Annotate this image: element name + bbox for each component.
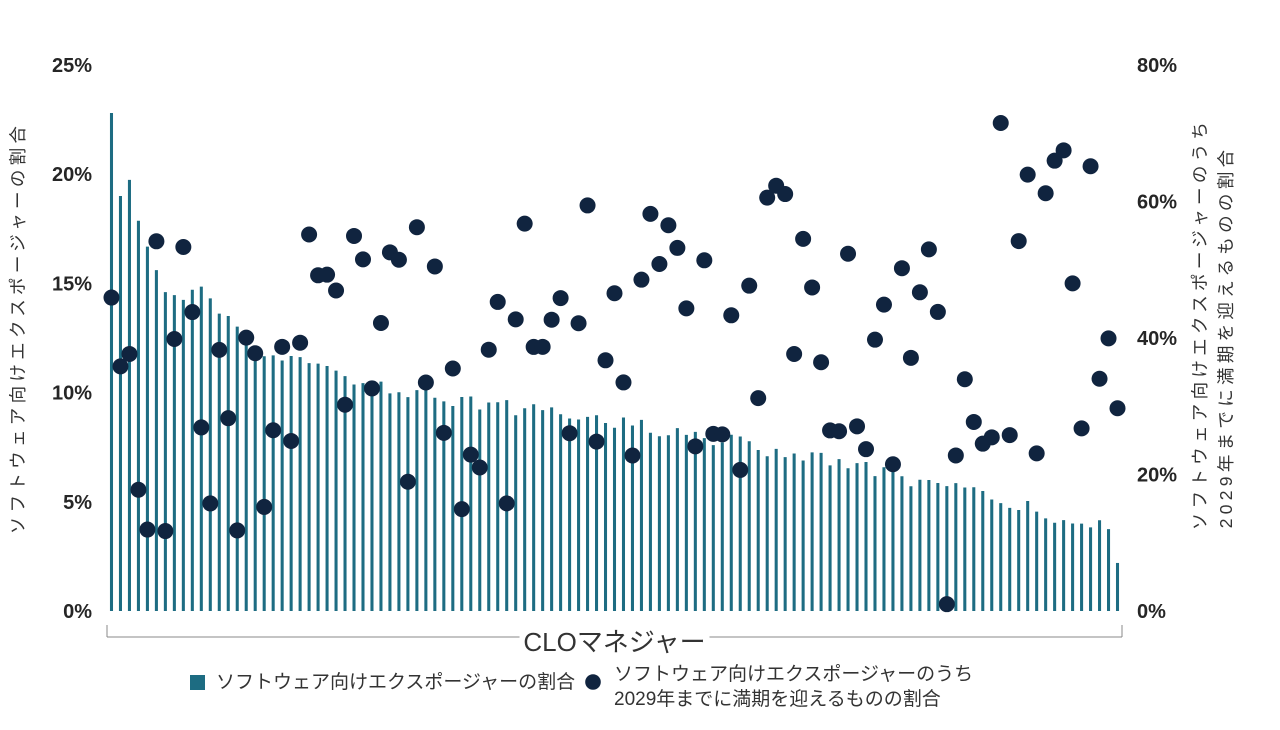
svg-text:10%: 10% bbox=[52, 383, 92, 405]
svg-text:20%: 20% bbox=[1137, 465, 1177, 487]
svg-text:5%: 5% bbox=[63, 492, 92, 514]
svg-text:25%: 25% bbox=[52, 55, 92, 77]
svg-text:80%: 80% bbox=[1137, 55, 1177, 77]
svg-text:ソフトウェア向けエクスポージャーの割合: ソフトウェア向けエクスポージャーの割合 bbox=[8, 122, 28, 534]
svg-text:ソフトウェア向けエクスポージャーの割合: ソフトウェア向けエクスポージャーの割合 bbox=[216, 671, 575, 693]
svg-text:20%: 20% bbox=[52, 164, 92, 186]
svg-text:2029年までに満期を迎えるものの割合: 2029年までに満期を迎えるものの割合 bbox=[614, 688, 941, 710]
svg-text:60%: 60% bbox=[1137, 192, 1177, 214]
svg-text:CLOマネジャー: CLOマネジャー bbox=[523, 627, 705, 657]
svg-text:40%: 40% bbox=[1137, 328, 1177, 350]
svg-text:ソフトウェア向けエクスポージャーのうち: ソフトウェア向けエクスポージャーのうち bbox=[614, 663, 973, 685]
svg-text:15%: 15% bbox=[52, 273, 92, 295]
svg-text:0%: 0% bbox=[63, 601, 92, 623]
svg-text:2029年までに満期を迎えるものの割合: 2029年までに満期を迎えるものの割合 bbox=[1216, 146, 1236, 529]
svg-text:ソフトウェア向けエクスポージャーのうち: ソフトウェア向けエクスポージャーのうち bbox=[1190, 118, 1210, 530]
svg-text:0%: 0% bbox=[1137, 601, 1166, 623]
